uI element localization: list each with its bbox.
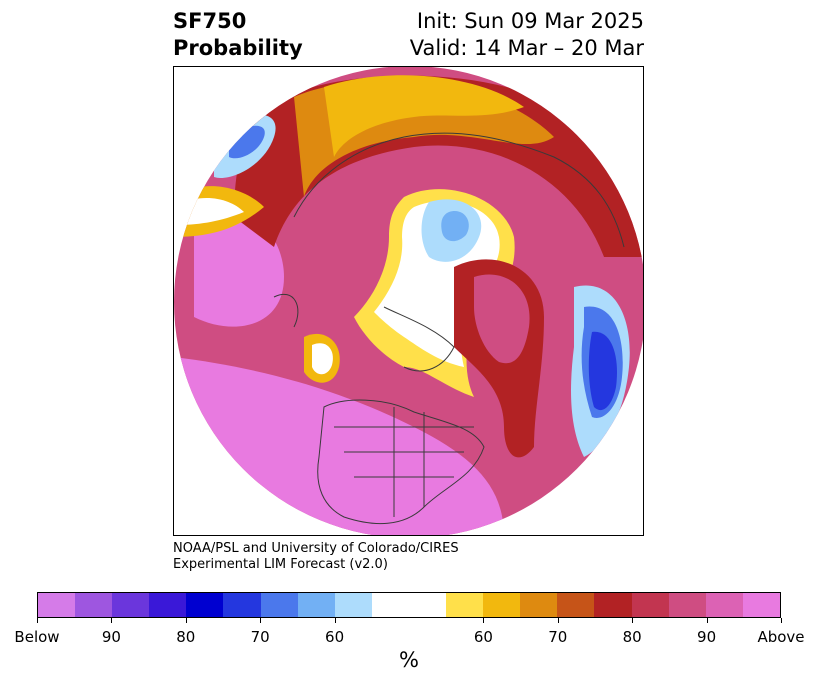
colorbar-segment — [594, 593, 632, 617]
init-date: Init: Sun 09 Mar 2025 — [416, 9, 644, 33]
colorbar-tick-mark — [111, 618, 112, 623]
colorbar — [37, 592, 781, 618]
credit-line-2: Experimental LIM Forecast (v2.0) — [173, 557, 388, 572]
colorbar-segment — [75, 593, 113, 617]
colorbar-tick-label: 60 — [325, 628, 345, 646]
colorbar-tick-mark — [558, 618, 559, 623]
colorbar-tick-label: 70 — [548, 628, 568, 646]
probability-field — [174, 67, 643, 535]
colorbar-segment — [223, 593, 261, 617]
coastlines — [273, 102, 643, 525]
polar-map-svg — [174, 67, 643, 535]
colorbar-tick-label: 80 — [622, 628, 642, 646]
gold-band — [324, 75, 524, 157]
east-blue-core — [588, 331, 617, 411]
forecast-map — [173, 66, 644, 536]
credit-text: NOAA/PSL and University of Colorado/CIRE… — [173, 541, 459, 573]
canada-white — [312, 343, 333, 375]
pole-blue-core — [441, 211, 469, 242]
colorbar-tick-label: 90 — [101, 628, 121, 646]
colorbar-segment — [446, 593, 484, 617]
colorbar-tick-label: 70 — [250, 628, 270, 646]
title-left: SF750 Probability — [173, 8, 303, 62]
colorbar-segment — [705, 593, 743, 617]
colorbar-tick-label: 80 — [176, 628, 196, 646]
colorbar-segment — [334, 593, 372, 617]
variable-name: SF750 — [173, 9, 247, 33]
east-pink — [474, 274, 530, 364]
colorbar-tick-mark — [37, 618, 38, 623]
colorbar-tick-mark — [632, 618, 633, 623]
colorbar-tick-mark — [335, 618, 336, 623]
product-kind: Probability — [173, 36, 303, 60]
colorbar-tick-mark — [707, 618, 708, 623]
colorbar-segment — [371, 593, 447, 617]
colorbar-segment — [557, 593, 595, 617]
colorbar-tick-mark — [260, 618, 261, 623]
colorbar-tick-mark — [781, 618, 782, 623]
colorbar-tick-label: Above — [757, 628, 805, 646]
colorbar-tick-mark — [483, 618, 484, 623]
colorbar-segment — [520, 593, 558, 617]
colorbar-tick-label: 60 — [473, 628, 493, 646]
colorbar-segment — [149, 593, 187, 617]
colorbar-unit: % — [399, 648, 419, 672]
title-right: Init: Sun 09 Mar 2025 Valid: 14 Mar – 20… — [410, 8, 644, 62]
colorbar-segment — [260, 593, 298, 617]
credit-line-1: NOAA/PSL and University of Colorado/CIRE… — [173, 541, 459, 556]
colorbar-segment — [631, 593, 669, 617]
colorbar-tick-label: 90 — [697, 628, 717, 646]
colorbar-segment — [186, 593, 224, 617]
valid-range: Valid: 14 Mar – 20 Mar — [409, 36, 644, 60]
colorbar-segment — [38, 593, 76, 617]
colorbar-segment — [742, 593, 780, 617]
colorbar-segment — [668, 593, 706, 617]
colorbar-tick-mark — [186, 618, 187, 623]
colorbar-tick-label: Below — [14, 628, 60, 646]
colorbar-segment — [297, 593, 335, 617]
colorbar-segment — [483, 593, 521, 617]
colorbar-segment — [112, 593, 150, 617]
